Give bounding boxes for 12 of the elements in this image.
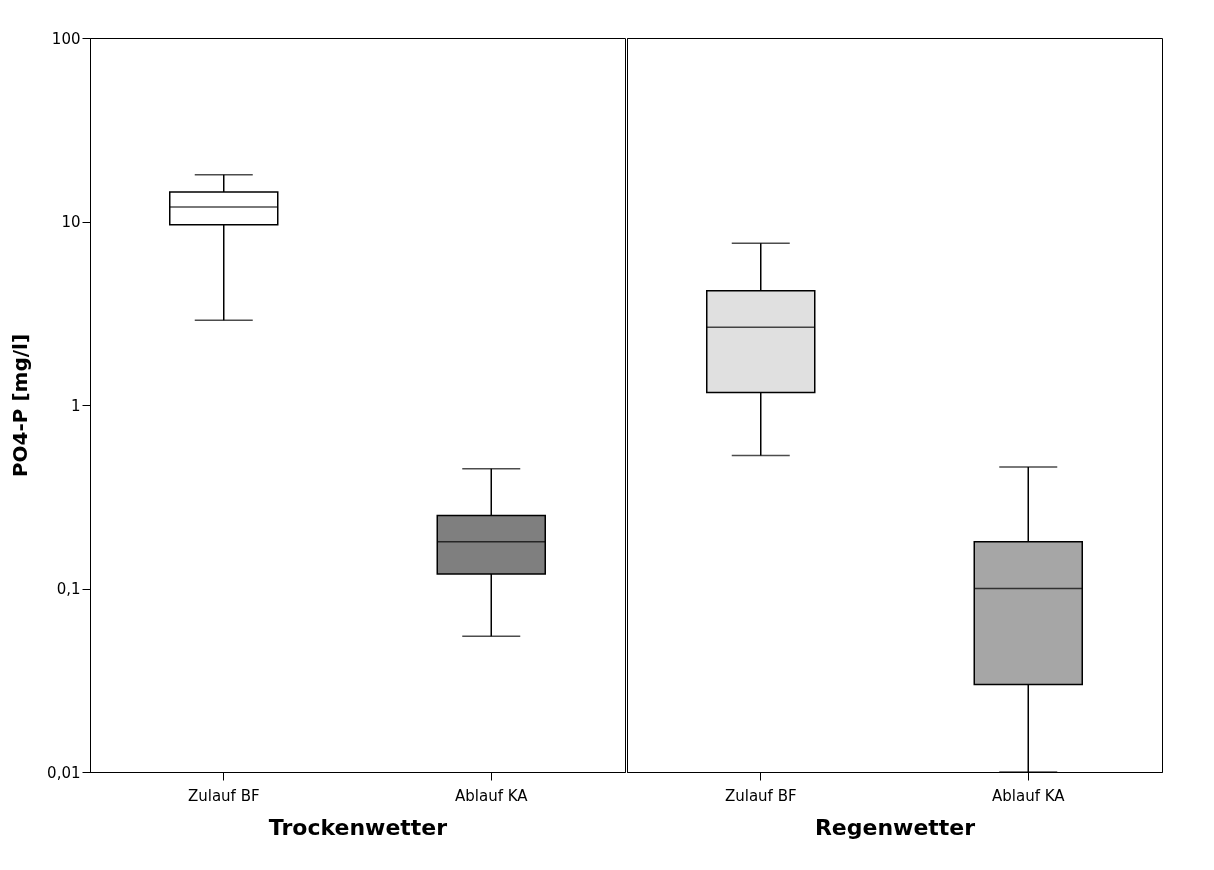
- x-axis-title: Regenwetter: [814, 814, 976, 840]
- y-tick-label: 100: [51, 29, 81, 48]
- x-tick-label: Ablauf KA: [454, 786, 529, 805]
- x-tick-label: Zulauf BF: [187, 786, 260, 805]
- y-tick-label: 10: [61, 213, 81, 231]
- x-axis-title: Trockenwetter: [268, 814, 448, 840]
- y-tick-label: 1: [70, 396, 81, 415]
- y-tick-label: 0,1: [56, 580, 81, 598]
- y-axis-title: PO4-P [mg/l]: [8, 333, 33, 478]
- y-tick-label: 0,01: [47, 763, 81, 782]
- x-tick-label: Zulauf BF: [724, 786, 797, 805]
- x-tick-label: Ablauf KA: [991, 786, 1066, 805]
